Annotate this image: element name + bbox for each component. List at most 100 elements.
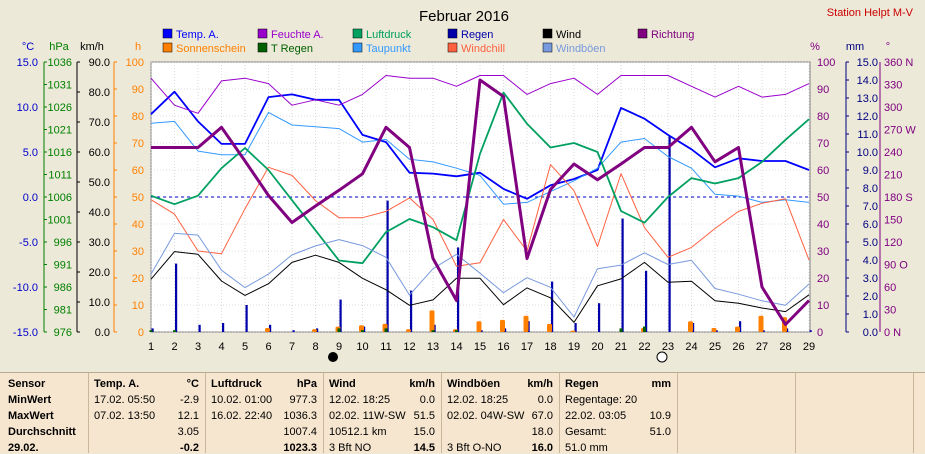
humidity-tick-label: 20 (817, 273, 829, 285)
x-tick-label: 24 (685, 341, 697, 353)
rain-tick-label: 4.0 (863, 255, 878, 267)
stats-label-current: 29.02. (8, 442, 39, 454)
direction-tick-label: 120 (884, 237, 902, 249)
rain-tick-label: 15.0 (857, 57, 878, 69)
wind-tick-label: 40.0 (89, 207, 110, 219)
wind-tick-label: 20.0 (89, 267, 110, 279)
rain-bar (621, 218, 624, 332)
x-tick-label: 1 (148, 341, 154, 353)
stats-col-wind: Wind km/h 12.02. 18:25 0.0 02.02. 11W-SW… (323, 373, 442, 454)
sun-tick-label: 90 (132, 84, 144, 96)
temp-tick-label: 5.0 (23, 147, 38, 159)
series-windchill (150, 164, 810, 267)
sun-tick-label: 20 (132, 273, 144, 285)
stats-header-pressure: Luftdruck (211, 378, 262, 390)
sunshine-bar (476, 321, 482, 332)
x-tick-label: 22 (638, 341, 650, 353)
direction-tick-label: 90 O (884, 260, 908, 272)
rain-tick-label: 14.0 (857, 75, 878, 87)
wind-tick-label: 90.0 (89, 57, 110, 69)
rain-bar (175, 263, 178, 332)
stats-col-temp: Temp. A. °C 17.02. 05:50 -2.9 07.02. 13:… (88, 373, 206, 454)
legend-label: Regen (461, 29, 493, 41)
wind-tick-label: 0.0 (95, 327, 110, 339)
x-tick-label: 12 (403, 341, 415, 353)
weather-chart: Februar 2016 Station Helpt M-V Temp. A. F… (12, 7, 917, 363)
x-tick-label: 16 (497, 341, 509, 353)
x-axis: 1 2 3 4 5 6 7 8 9 10 11 12 13 14 15 16 17 18 19 20 21 22 23 24 2… (148, 341, 815, 353)
sun-tick-label: 80 (132, 111, 144, 123)
temp-tick-label: -10.0 (13, 282, 38, 294)
humidity-tick-label: 100 (817, 57, 835, 69)
stats-header-rain: Regen (565, 378, 599, 390)
dewrain-bar (361, 330, 364, 332)
sunshine-bar (265, 327, 270, 332)
dewrain-bar (455, 330, 458, 332)
rain-bar (480, 330, 483, 332)
direction-tick-label: 0 N (884, 327, 901, 339)
axis-unit-direction: ° (886, 41, 890, 53)
sun-tick-label: 50 (132, 192, 144, 204)
line-series (150, 75, 811, 326)
x-tick-label: 7 (289, 341, 295, 353)
legend-label: Taupunkt (366, 43, 411, 55)
rain-tick-label: 9.0 (863, 165, 878, 177)
humidity-tick-label: 30 (817, 246, 829, 258)
legend-swatch (637, 28, 648, 39)
sun-tick-label: 100 (126, 57, 144, 69)
pressure-tick-label: 976 (54, 327, 72, 339)
legend-label: Wind (556, 29, 581, 41)
rain-bar (198, 324, 201, 332)
humidity-tick-label: 80 (817, 111, 829, 123)
humidity-tick-label: 0 (817, 327, 823, 339)
stats-temp-min: -2.9 (180, 394, 199, 406)
sunshine-bar (570, 330, 576, 332)
temp-tick-label: 15.0 (17, 57, 38, 69)
stats-pressure-current: 1023.3 (283, 442, 317, 454)
temp-tick-label: -15.0 (13, 327, 38, 339)
direction-tick-label: 60 (884, 282, 896, 294)
rain-bar (574, 323, 577, 332)
rain-bar (292, 330, 295, 332)
right-axes: 100908070605040302010015.014.013.012.011… (817, 57, 916, 339)
pressure-tick-label: 1031 (48, 80, 72, 92)
legend-swatch (447, 42, 458, 53)
stats-temp-avg: 3.05 (177, 426, 199, 438)
x-tick-label: 18 (544, 341, 556, 353)
series-temp-a (150, 90, 810, 200)
rain-bar (809, 330, 812, 332)
stats-label-max: MaxWert (8, 410, 54, 422)
stats-temp-max-time: 07.02. 13:50 (94, 410, 156, 422)
sunshine-bar (429, 310, 435, 332)
sun-tick-label: 0 (138, 327, 144, 339)
moon-phases (328, 351, 668, 363)
stats-gusts-avg: 18.0 (531, 426, 553, 438)
stats-temp-max: 12.1 (177, 410, 199, 422)
sunshine-bar (547, 323, 552, 332)
rain-bar (739, 321, 742, 332)
stats-header-sensor: Sensor (8, 378, 46, 390)
legend-swatch (162, 42, 173, 53)
dewrain-bar (173, 330, 176, 332)
legend-label: Windchill (461, 43, 505, 55)
legend-label: T Regen (271, 43, 313, 55)
x-tick-label: 10 (356, 341, 368, 353)
stats-wind-min-time: 12.02. 18:25 (329, 394, 391, 406)
stats-header-wind: Wind (329, 378, 356, 390)
rain-bar (762, 330, 765, 332)
direction-tick-label: 180 S (884, 192, 913, 204)
rain-bar (645, 270, 648, 332)
dewrain-bar (643, 326, 646, 332)
humidity-tick-label: 10 (817, 300, 829, 312)
sunshine-bar (406, 329, 411, 332)
stats-unit-wind: km/h (409, 378, 435, 390)
legend-label: Richtung (651, 29, 694, 41)
pressure-tick-label: 1006 (48, 192, 72, 204)
series-richtung (151, 78, 811, 326)
stats-wind-current-bft: 3 Bft NO (329, 442, 372, 454)
temp-tick-label: -5.0 (19, 237, 38, 249)
stats-col-rain: Regen mm Regentage: 20 22.02. 03:05 10.9… (559, 373, 678, 454)
pressure-tick-label: 981 (54, 305, 72, 317)
sun-tick-label: 30 (132, 246, 144, 258)
stats-rain-days: Regentage: 20 (565, 394, 638, 406)
